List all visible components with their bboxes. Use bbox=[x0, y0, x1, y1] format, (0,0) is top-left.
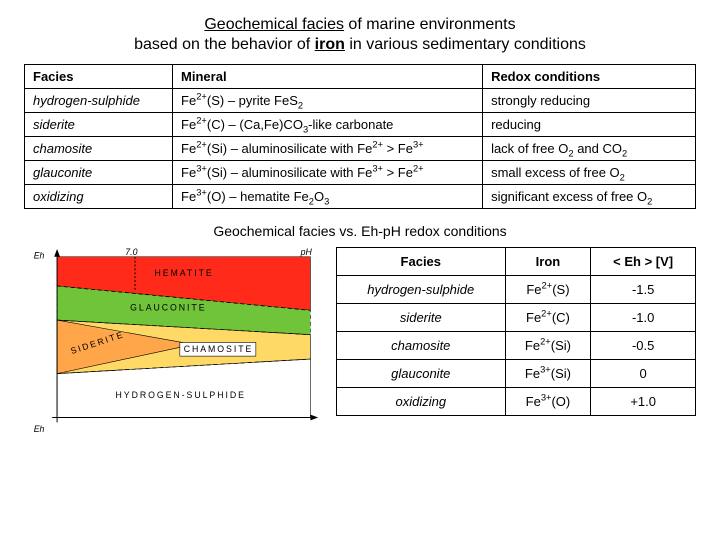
eh-ph-diagram: HEMATITEGLAUCONITECHAMOSITESIDERITEHYDRO… bbox=[24, 247, 324, 437]
mineral-cell: Fe3+(Si) – aluminosilicate with Fe3+ > F… bbox=[173, 161, 483, 185]
table-row: glauconiteFe3+(Si) – aluminosilicate wit… bbox=[25, 161, 696, 185]
lower-region: HEMATITEGLAUCONITECHAMOSITESIDERITEHYDRO… bbox=[24, 247, 696, 437]
mineral-cell: Fe2+(C) – (Ca,Fe)CO3-like carbonate bbox=[173, 113, 483, 137]
facies-cell: hydrogen-sulphide bbox=[25, 89, 173, 113]
redox-cell: small excess of free O2 bbox=[483, 161, 696, 185]
eh-cell: -1.5 bbox=[591, 276, 696, 304]
table-header-row: Facies Mineral Redox conditions bbox=[25, 65, 696, 89]
eh-cell: 0 bbox=[591, 360, 696, 388]
title-underlined: Geochemical facies bbox=[204, 16, 344, 33]
facies-cell: glauconite bbox=[337, 360, 506, 388]
facies-table: Facies Mineral Redox conditions hydrogen… bbox=[24, 64, 696, 209]
facies-cell: hydrogen-sulphide bbox=[337, 276, 506, 304]
facies-cell: oxidizing bbox=[25, 185, 173, 209]
svg-text:7.0: 7.0 bbox=[125, 247, 137, 257]
table-header-row: Facies Iron < Eh > [V] bbox=[337, 248, 696, 276]
table-row: chamositeFe2+(Si) – aluminosilicate with… bbox=[25, 137, 696, 161]
facies-cell: siderite bbox=[337, 304, 506, 332]
table-row: sideriteFe2+(C) – (Ca,Fe)CO3-like carbon… bbox=[25, 113, 696, 137]
svg-text:pH: pH bbox=[300, 247, 313, 257]
svg-text:CHAMOSITE: CHAMOSITE bbox=[184, 344, 254, 354]
facies-cell: siderite bbox=[25, 113, 173, 137]
svg-text:GLAUCONITE: GLAUCONITE bbox=[130, 302, 206, 312]
eh-cell: -0.5 bbox=[591, 332, 696, 360]
table-row: hydrogen-sulphideFe2+(S) – pyrite FeS2st… bbox=[25, 89, 696, 113]
table-row: chamositeFe2+(Si)-0.5 bbox=[337, 332, 696, 360]
svg-text:HYDROGEN-SULPHIDE: HYDROGEN-SULPHIDE bbox=[116, 390, 246, 400]
page-subtitle: based on the behavior of iron in various… bbox=[24, 36, 696, 54]
mineral-cell: Fe3+(O) – hematite Fe2O3 bbox=[173, 185, 483, 209]
facies-cell: chamosite bbox=[25, 137, 173, 161]
redox-cell: strongly reducing bbox=[483, 89, 696, 113]
eh-table: Facies Iron < Eh > [V] hydrogen-sulphide… bbox=[336, 247, 696, 416]
col-facies: Facies bbox=[25, 65, 173, 89]
iron-cell: Fe3+(O) bbox=[505, 388, 591, 416]
col-mineral: Mineral bbox=[173, 65, 483, 89]
col-facies2: Facies bbox=[337, 248, 506, 276]
mineral-cell: Fe2+(S) – pyrite FeS2 bbox=[173, 89, 483, 113]
redox-cell: lack of free O2 and CO2 bbox=[483, 137, 696, 161]
table-row: glauconiteFe3+(Si)0 bbox=[337, 360, 696, 388]
table-row: sideriteFe2+(C)-1.0 bbox=[337, 304, 696, 332]
table-row: hydrogen-sulphideFe2+(S)-1.5 bbox=[337, 276, 696, 304]
facies-cell: oxidizing bbox=[337, 388, 506, 416]
mid-subtitle: Geochemical facies vs. Eh-pH redox condi… bbox=[24, 223, 696, 239]
title-rest: of marine environments bbox=[344, 16, 516, 33]
eh-cell: +1.0 bbox=[591, 388, 696, 416]
svg-text:Eh: Eh bbox=[34, 424, 45, 434]
col-eh: < Eh > [V] bbox=[591, 248, 696, 276]
iron-cell: Fe2+(C) bbox=[505, 304, 591, 332]
iron-cell: Fe2+(S) bbox=[505, 276, 591, 304]
facies-cell: glauconite bbox=[25, 161, 173, 185]
eh-cell: -1.0 bbox=[591, 304, 696, 332]
facies-cell: chamosite bbox=[337, 332, 506, 360]
svg-text:HEMATITE: HEMATITE bbox=[155, 268, 214, 278]
svg-text:Eh: Eh bbox=[34, 251, 45, 261]
mineral-cell: Fe2+(Si) – aluminosilicate with Fe2+ > F… bbox=[173, 137, 483, 161]
col-redox: Redox conditions bbox=[483, 65, 696, 89]
page-title: Geochemical facies of marine environment… bbox=[24, 16, 696, 34]
col-iron: Iron bbox=[505, 248, 591, 276]
iron-cell: Fe3+(Si) bbox=[505, 360, 591, 388]
redox-cell: significant excess of free O2 bbox=[483, 185, 696, 209]
table-row: oxidizingFe3+(O) – hematite Fe2O3signifi… bbox=[25, 185, 696, 209]
redox-cell: reducing bbox=[483, 113, 696, 137]
table-row: oxidizingFe3+(O)+1.0 bbox=[337, 388, 696, 416]
iron-cell: Fe2+(Si) bbox=[505, 332, 591, 360]
